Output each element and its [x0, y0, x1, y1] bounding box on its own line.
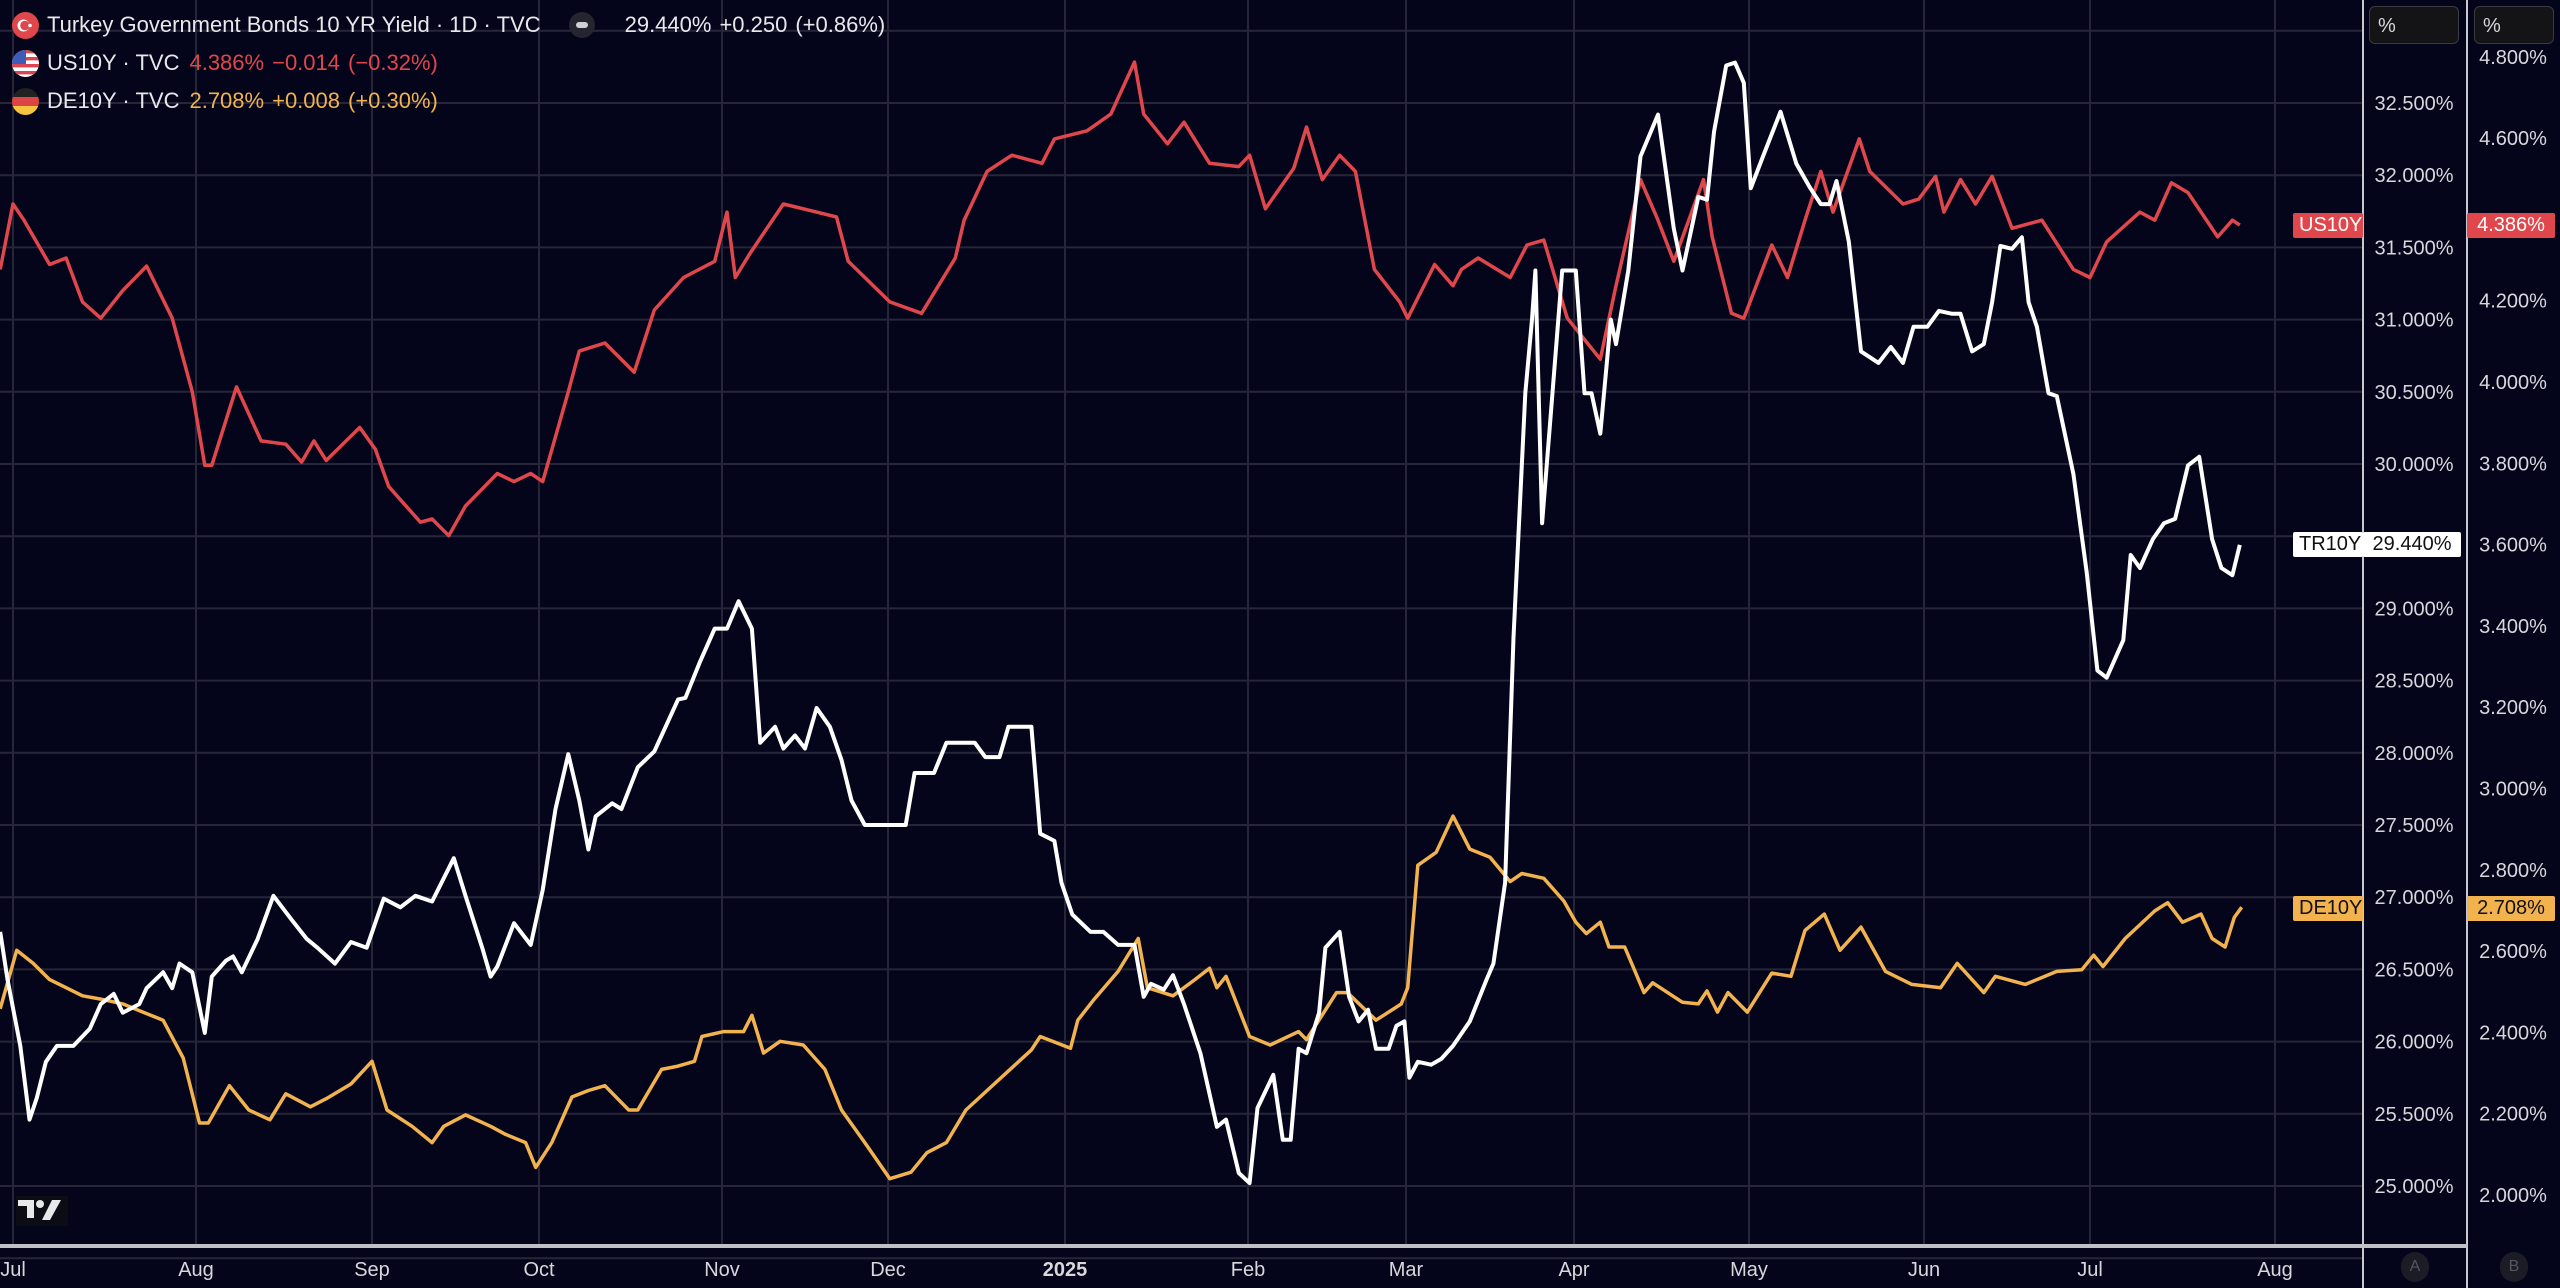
legend-change: +0.250 [719, 12, 788, 37]
legend-title: US10Y · TVC [47, 50, 180, 75]
usa-flag-icon [12, 49, 39, 77]
tr10y-price-tag: 29.440% [2363, 532, 2461, 557]
legend-row-us10y[interactable]: US10Y · TVC 4.386% −0.014 (−0.32%) [12, 44, 893, 82]
legend-value: 2.708% [189, 88, 265, 113]
turkey-flag-icon [12, 11, 39, 39]
left-axis-tick-label: 31.000% [2375, 310, 2454, 332]
de10y-symbol-tag: DE10Y [2293, 896, 2363, 921]
us10y-price-tag: 4.386% [2467, 213, 2555, 238]
left-axis-tick-label: 32.500% [2375, 93, 2454, 115]
x-tick-label: Nov [704, 1259, 740, 1281]
legend-values-de: 2.708% +0.008 (+0.30%) [189, 88, 445, 114]
legend-value: 29.440% [624, 12, 712, 37]
x-tick-label: Oct [523, 1259, 555, 1281]
legend-value: 4.386% [189, 50, 265, 75]
right-axis-tick-label: 2.200% [2479, 1104, 2547, 1126]
legend-values-tr: 29.440% +0.250 (+0.86%) [625, 12, 894, 38]
legend-change: +0.008 [272, 88, 340, 113]
x-tick-label: May [1730, 1259, 1768, 1281]
left-price-axis[interactable]: 32.500% 32.000% 31.500% 31.000% 30.500% 30.00… [2375, 93, 2454, 1198]
left-axis-tick-label: 25.000% [2375, 1176, 2454, 1198]
us10y-symbol-tag: US10Y [2293, 213, 2363, 238]
legend-change-pct: (+0.30%) [348, 88, 438, 113]
left-axis-tick-label: 31.500% [2375, 237, 2454, 259]
left-axis-tick-label: 25.500% [2375, 1104, 2454, 1126]
legend-change: −0.014 [272, 50, 340, 75]
series-lines [0, 60, 2244, 1186]
legend-row-de10y[interactable]: DE10Y · TVC 2.708% +0.008 (+0.30%) [12, 82, 893, 120]
left-axis-unit-selector[interactable]: % [2369, 6, 2459, 44]
right-axis-tick-label: 3.600% [2479, 535, 2547, 557]
legend-values-us: 4.386% −0.014 (−0.32%) [189, 50, 445, 76]
right-price-axis[interactable]: 4.800% 4.600% 4.200% 4.000% 3.800% 3.600% 3.40… [2479, 47, 2547, 1207]
x-tick-label: Jul [2077, 1259, 2103, 1281]
time-axis-border [0, 1244, 2363, 1248]
right-axis-tick-label: 3.200% [2479, 697, 2547, 719]
time-axis-border-left-scale [2363, 1244, 2467, 1248]
left-axis-tick-label: 29.000% [2375, 598, 2454, 620]
left-axis-tick-label: 28.500% [2375, 671, 2454, 693]
left-axis-tick-label: 26.500% [2375, 959, 2454, 981]
left-axis-tick-label: 26.000% [2375, 1032, 2454, 1054]
right-axis-tick-label: 2.400% [2479, 1022, 2547, 1044]
x-tick-label: Dec [870, 1259, 906, 1281]
time-axis[interactable]: Jul Aug Sep Oct Nov Dec 2025 Feb Mar Apr May Jun Jul… [0, 1259, 2293, 1281]
x-tick-label: 2025 [1043, 1259, 1088, 1281]
legend-title: Turkey Government Bonds 10 YR Yield · 1D… [47, 12, 541, 37]
right-axis-tick-label: 3.000% [2479, 779, 2547, 801]
right-axis-tick-label: 3.800% [2479, 453, 2547, 475]
left-axis-tick-label: 30.500% [2375, 382, 2454, 404]
x-tick-label: Sep [354, 1259, 390, 1281]
x-tick-label: Feb [1231, 1259, 1265, 1281]
x-tick-label: Aug [178, 1259, 214, 1281]
legend-change-pct: (−0.32%) [348, 50, 438, 75]
right-axis-tick-label: 2.800% [2479, 860, 2547, 882]
x-tick-label: Apr [1558, 1259, 1589, 1281]
right-axis-tick-label: 4.000% [2479, 372, 2547, 394]
left-scale-auto-button[interactable]: A [2401, 1252, 2429, 1282]
left-axis-tick-label: 27.500% [2375, 815, 2454, 837]
germany-flag-icon [12, 87, 39, 115]
right-axis-tick-label: 4.600% [2479, 128, 2547, 150]
legend-title: DE10Y · TVC [47, 88, 180, 113]
hide-series-icon[interactable] [568, 12, 595, 38]
series-line-de10y[interactable] [0, 814, 2244, 1181]
tradingview-logo[interactable] [16, 1196, 68, 1231]
legend: Turkey Government Bonds 10 YR Yield · 1D… [12, 6, 893, 120]
legend-row-tr10y[interactable]: Turkey Government Bonds 10 YR Yield · 1D… [12, 6, 893, 44]
legend-change-pct: (+0.86%) [795, 12, 886, 37]
left-axis-tick-label: 32.000% [2375, 165, 2454, 187]
series-line-tr10y[interactable] [0, 60, 2242, 1186]
tr10y-symbol-tag: TR10Y [2293, 532, 2363, 557]
right-axis-tick-label: 3.400% [2479, 616, 2547, 638]
right-axis-tick-label: 2.000% [2479, 1185, 2547, 1207]
de10y-price-tag: 2.708% [2467, 896, 2555, 921]
x-tick-label: Aug [2257, 1259, 2293, 1281]
right-axis-tick-label: 4.800% [2479, 47, 2547, 69]
left-axis-tick-label: 30.000% [2375, 454, 2454, 476]
x-tick-label: Jul [0, 1259, 26, 1281]
right-scale-button[interactable]: B [2500, 1252, 2528, 1282]
right-axis-tick-label: 4.200% [2479, 291, 2547, 313]
series-line-us10y[interactable] [0, 60, 2241, 538]
right-axis-unit-selector[interactable]: % [2474, 6, 2554, 44]
left-axis-tick-label: 27.000% [2375, 887, 2454, 909]
x-tick-label: Jun [1908, 1259, 1940, 1281]
right-axis-tick-label: 2.600% [2479, 941, 2547, 963]
left-axis-tick-label: 28.000% [2375, 743, 2454, 765]
x-tick-label: Mar [1389, 1259, 1424, 1281]
